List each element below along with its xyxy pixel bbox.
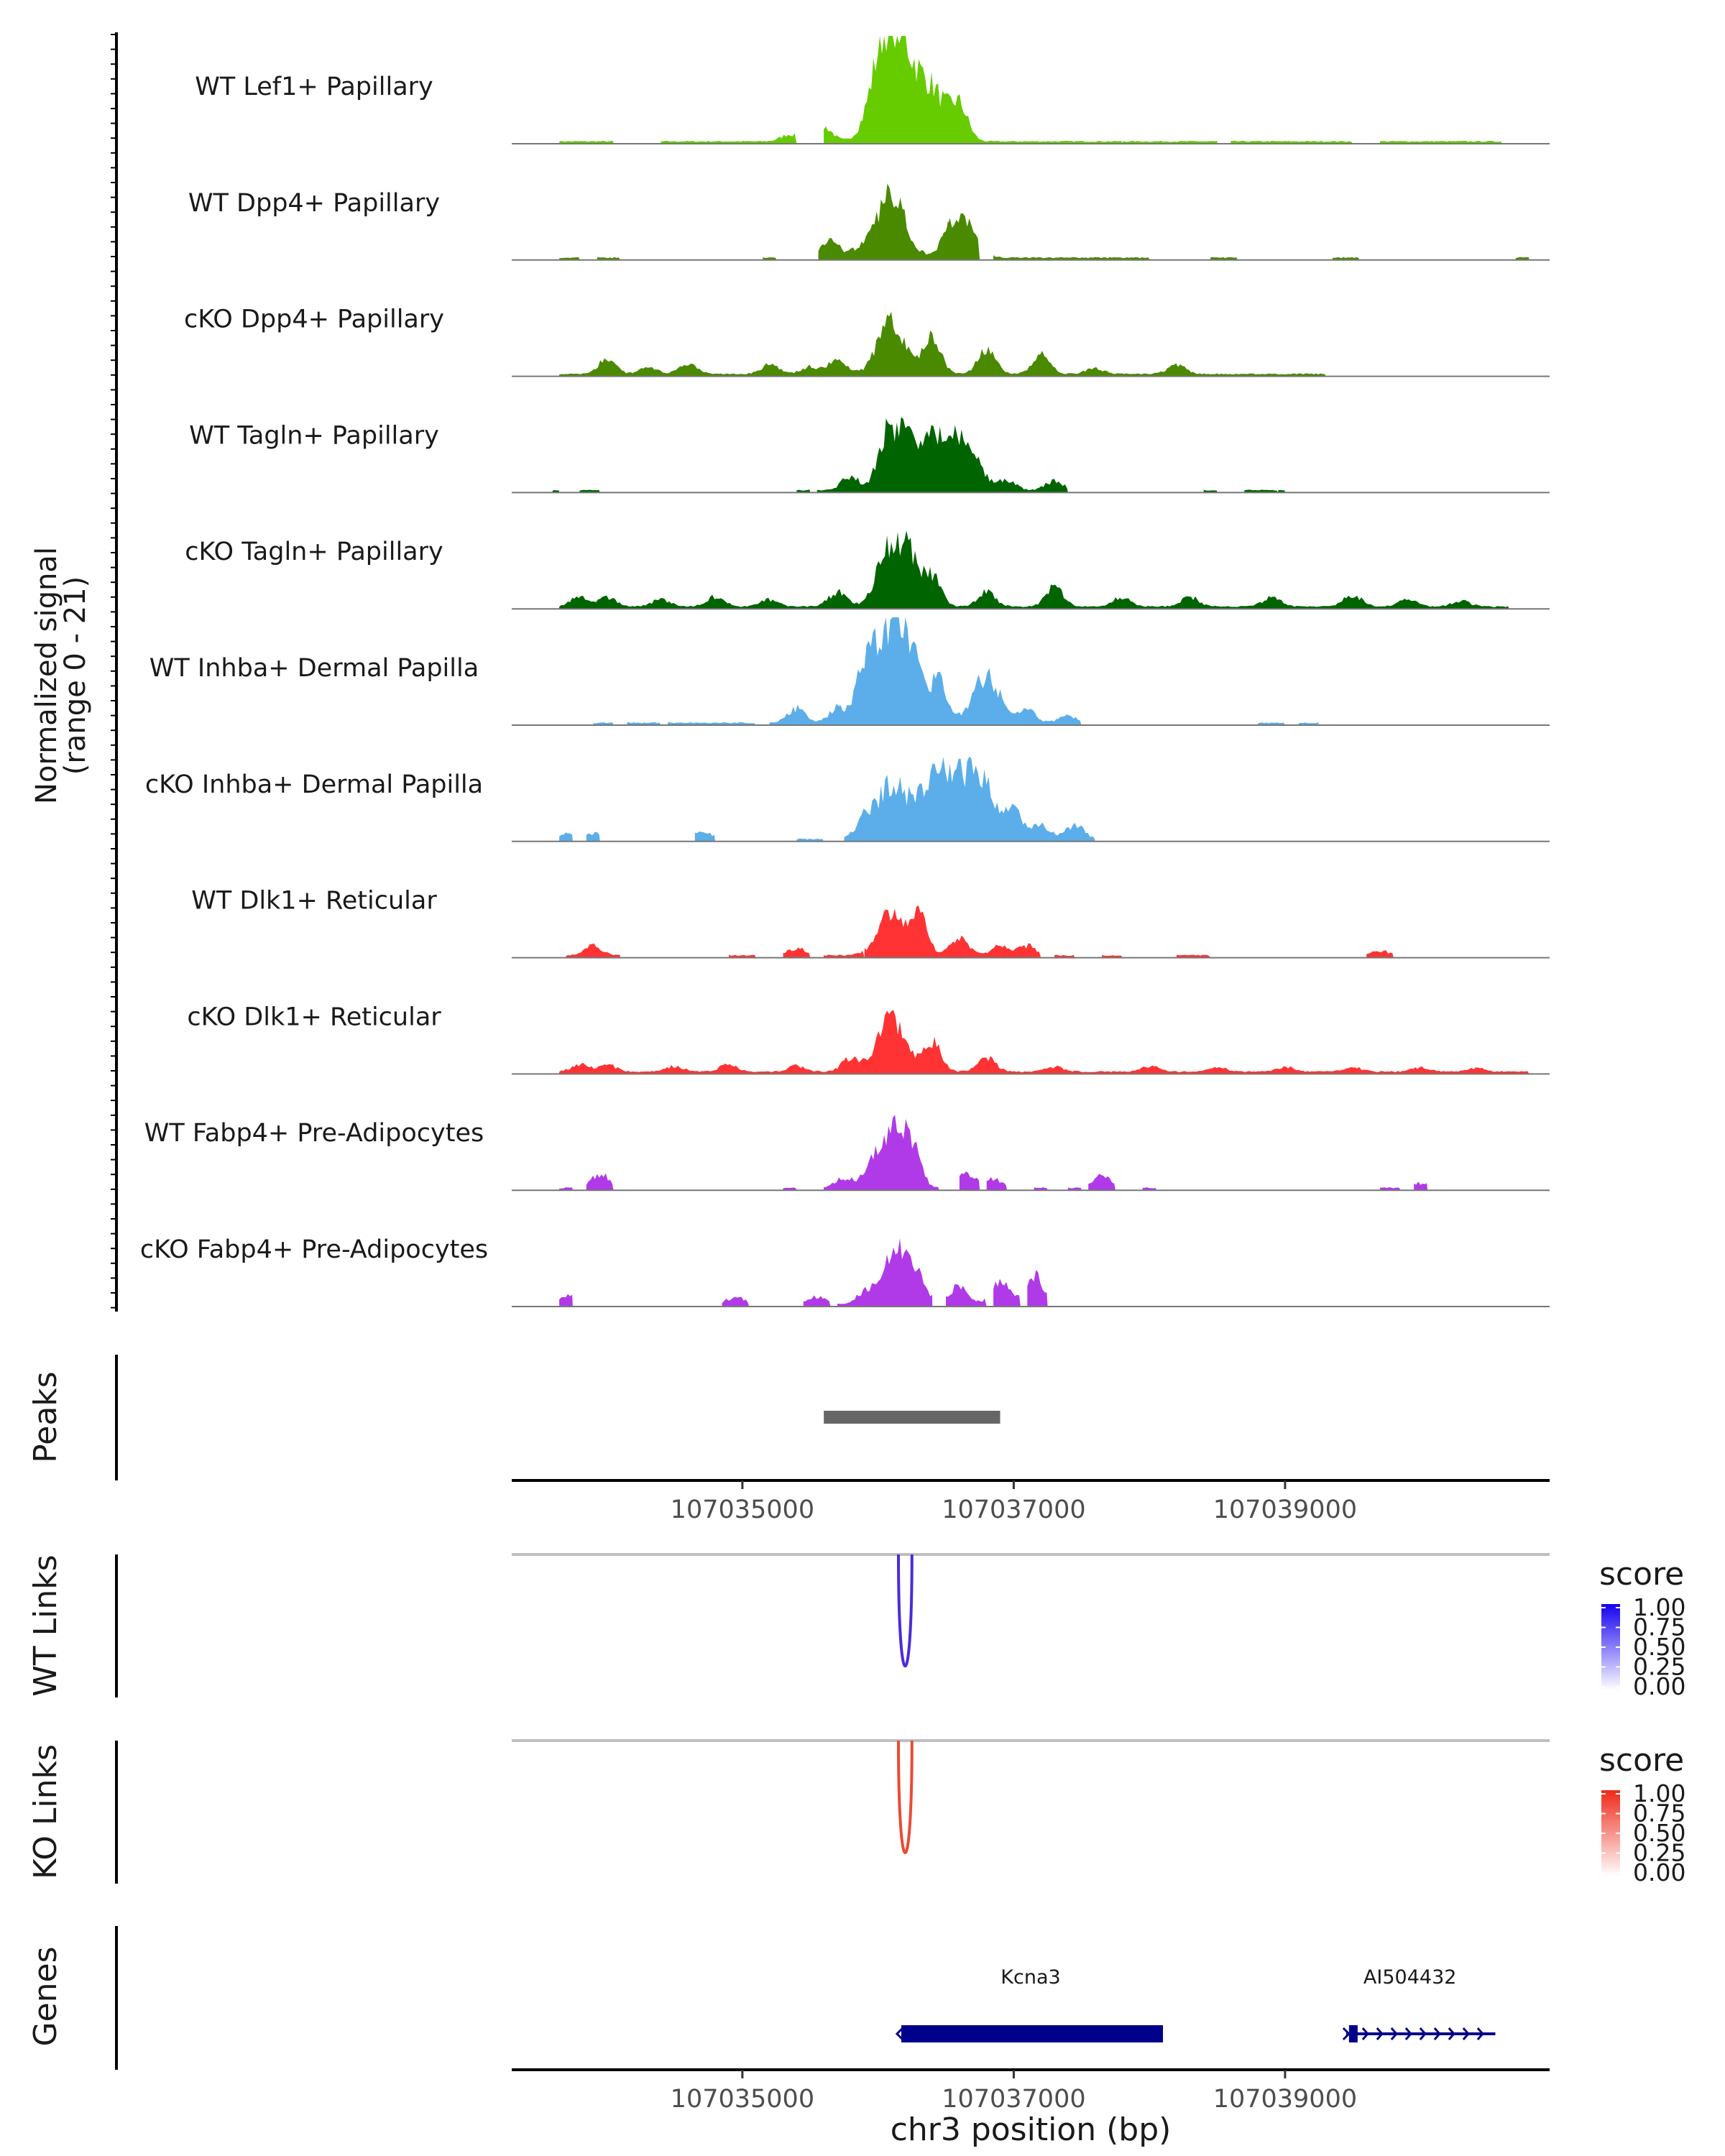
gene-strand-arrow — [1462, 2027, 1470, 2040]
coverage-area-wt-lef1-papillary — [559, 36, 1502, 144]
gene-strand-arrow — [1419, 2027, 1427, 2040]
coverage-area-cko-dlk1-reticular — [559, 1010, 1530, 1074]
track-label-wt-lef1-papillary: WT Lef1+ Papillary — [195, 73, 433, 101]
track-label-wt-dlk1-reticular: WT Dlk1+ Reticular — [191, 887, 437, 916]
legend-tick-label: 0.50 — [1633, 1819, 1685, 1847]
wt-legend-ticks: 1.000.750.500.250.00 — [1601, 1593, 1685, 1700]
gene-kcna3: Kcna3 — [895, 1966, 1164, 2042]
track-wt-tagln-papillary: WT Tagln+ Papillary — [189, 417, 1550, 494]
track-cko-fabp4-pre-adipocytes: cKO Fabp4+ Pre-Adipocytes — [140, 1235, 1550, 1307]
y-axis-title-line2: (range 0 - 21) — [59, 576, 92, 775]
y-axis-title-line1: Normalized signal — [30, 547, 63, 804]
track-wt-dpp4-papillary: WT Dpp4+ Papillary — [188, 183, 1550, 261]
legend-tick-label: 0.75 — [1633, 1800, 1685, 1828]
coverage-area-cko-inhba-dermal-papilla — [559, 756, 1095, 842]
signal-y-axis-ticks — [111, 34, 116, 1309]
track-wt-dlk1-reticular: WT Dlk1+ Reticular — [191, 887, 1550, 959]
track-cko-inhba-dermal-papilla: cKO Inhba+ Dermal Papilla — [145, 756, 1550, 842]
gene-exon-block — [1348, 2025, 1358, 2042]
ko-legend-ticks: 1.000.750.500.250.00 — [1601, 1779, 1685, 1886]
track-label-cko-fabp4-pre-adipocytes: cKO Fabp4+ Pre-Adipocytes — [140, 1235, 488, 1264]
link-arc — [897, 1554, 914, 1667]
wt-links-panel-label: WT Links — [27, 1554, 64, 1696]
peaks-panel — [824, 1411, 1000, 1424]
ko-links-panel — [512, 1739, 1550, 1854]
ko-legend-title: score — [1599, 1742, 1684, 1779]
coverage-area-wt-inhba-dermal-papilla — [593, 617, 1320, 725]
track-label-cko-tagln-papillary: cKO Tagln+ Papillary — [185, 538, 443, 566]
coverage-area-cko-dpp4-papillary — [559, 311, 1326, 377]
gene-strand-arrow — [895, 2027, 904, 2041]
coverage-area-cko-fabp4-pre-adipocytes — [559, 1238, 1048, 1307]
x-tick-label: 107039000 — [1213, 2085, 1357, 2114]
track-cko-dlk1-reticular: cKO Dlk1+ Reticular — [187, 1003, 1550, 1075]
ko-score-legend: score 1.000.750.500.250.00 — [1599, 1742, 1685, 1886]
gene-strand-arrow — [1361, 2027, 1369, 2040]
gene-strand-arrow — [1433, 2027, 1441, 2040]
legend-tick-label: 0.75 — [1633, 1613, 1685, 1641]
gene-label-kcna3: Kcna3 — [1000, 1966, 1060, 1989]
track-cko-dpp4-papillary: cKO Dpp4+ Papillary — [184, 305, 1550, 377]
ko-links-panel-label: KO Links — [27, 1744, 64, 1879]
gene-strand-arrow — [1342, 2027, 1351, 2041]
link-arc — [897, 1740, 914, 1854]
track-label-cko-dpp4-papillary: cKO Dpp4+ Papillary — [184, 305, 444, 334]
gene-strand-arrow — [1448, 2027, 1455, 2040]
legend-tick-label: 1.00 — [1633, 1779, 1685, 1807]
gene-exon-block — [901, 2025, 1164, 2042]
peaks-panel-label: Peaks — [27, 1371, 64, 1462]
wt-score-legend: score 1.000.750.500.250.00 — [1599, 1556, 1685, 1700]
track-wt-inhba-dermal-papilla: WT Inhba+ Dermal Papilla — [150, 617, 1550, 726]
coverage-area-wt-dlk1-reticular — [566, 906, 1394, 958]
legend-tick-label: 0.25 — [1633, 1839, 1685, 1867]
track-wt-fabp4-pre-adipocytes: WT Fabp4+ Pre-Adipocytes — [144, 1115, 1550, 1192]
track-label-wt-fabp4-pre-adipocytes: WT Fabp4+ Pre-Adipocytes — [144, 1119, 484, 1148]
coverage-tracks: WT Lef1+ Papillary WT Dpp4+ Papillary cKO … — [140, 36, 1550, 1307]
track-label-cko-dlk1-reticular: cKO Dlk1+ Reticular — [187, 1003, 441, 1031]
x-tick-label: 107037000 — [942, 2085, 1085, 2114]
legend-tick-label: 0.00 — [1633, 1672, 1685, 1700]
wt-links-panel — [512, 1553, 1550, 1667]
track-wt-lef1-papillary: WT Lef1+ Papillary — [195, 36, 1550, 144]
legend-tick-label: 0.25 — [1633, 1653, 1685, 1681]
x-axis-title: chr3 position (bp) — [891, 2111, 1172, 2148]
track-label-cko-inhba-dermal-papilla: cKO Inhba+ Dermal Papilla — [145, 770, 483, 799]
coverage-area-wt-dpp4-papillary — [559, 183, 1530, 260]
x-tick-label: 107035000 — [671, 1496, 814, 1524]
x-axis-top: 107035000 107037000 107039000 — [512, 1479, 1550, 1524]
x-tick-label: 107035000 — [671, 2085, 814, 2114]
legend-tick-label: 1.00 — [1633, 1593, 1685, 1621]
x-tick-label: 107037000 — [942, 1496, 1085, 1524]
x-axis-bottom: 107035000 107037000 107039000 — [512, 2068, 1550, 2114]
track-label-wt-tagln-papillary: WT Tagln+ Papillary — [189, 421, 439, 450]
track-label-wt-dpp4-papillary: WT Dpp4+ Papillary — [188, 189, 440, 218]
peak-bar-0 — [824, 1411, 1000, 1424]
gene-strand-arrow — [1376, 2027, 1384, 2040]
genes-panel-label: Genes — [27, 1946, 64, 2046]
coverage-area-cko-tagln-papillary — [559, 530, 1509, 609]
genes-panel: Kcna3 AI504432 — [895, 1966, 1496, 2042]
gene-strand-arrow — [1390, 2027, 1398, 2040]
track-cko-tagln-papillary: cKO Tagln+ Papillary — [185, 530, 1550, 610]
legend-tick-label: 0.00 — [1633, 1858, 1685, 1886]
gene-label-ai504432: AI504432 — [1363, 1966, 1457, 1989]
coverage-area-wt-fabp4-pre-adipocytes — [559, 1115, 1428, 1191]
gene-strand-arrow — [1404, 2027, 1412, 2040]
wt-legend-title: score — [1599, 1556, 1684, 1593]
legend-tick-label: 0.50 — [1633, 1633, 1685, 1661]
gene-ai504432: AI504432 — [1342, 1966, 1496, 2042]
x-tick-label: 107039000 — [1213, 1496, 1357, 1524]
track-label-wt-inhba-dermal-papilla: WT Inhba+ Dermal Papilla — [150, 654, 479, 683]
gene-strand-arrow — [1476, 2027, 1484, 2040]
coverage-area-wt-tagln-papillary — [552, 417, 1285, 493]
